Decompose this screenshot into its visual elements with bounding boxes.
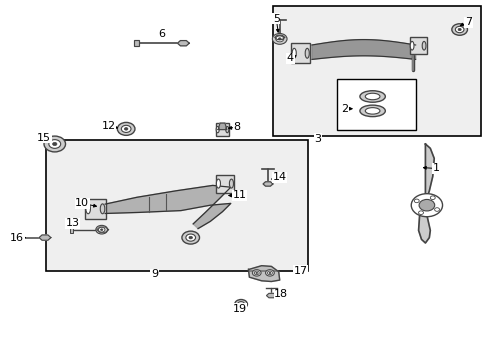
Text: 13: 13	[65, 218, 79, 228]
Ellipse shape	[100, 204, 104, 214]
Bar	[134, 40, 139, 46]
Text: 12: 12	[102, 121, 115, 131]
Text: 8: 8	[233, 122, 240, 132]
Polygon shape	[218, 123, 226, 130]
Text: 17: 17	[293, 266, 307, 276]
Text: 5: 5	[272, 14, 279, 24]
Text: 4: 4	[286, 53, 293, 63]
Ellipse shape	[365, 108, 379, 114]
Circle shape	[429, 196, 434, 199]
Bar	[272, 6, 480, 136]
Polygon shape	[263, 182, 272, 186]
Bar	[215, 175, 234, 193]
Bar	[70, 226, 73, 233]
Text: 11: 11	[232, 190, 246, 201]
Circle shape	[410, 194, 442, 217]
Text: 6: 6	[158, 29, 164, 39]
Polygon shape	[418, 144, 433, 243]
Circle shape	[53, 143, 57, 145]
Circle shape	[275, 36, 283, 42]
Circle shape	[252, 270, 261, 276]
Circle shape	[101, 229, 102, 230]
Text: 7: 7	[464, 17, 471, 27]
Circle shape	[255, 272, 257, 274]
Circle shape	[278, 38, 281, 40]
Text: 9: 9	[151, 269, 158, 279]
Circle shape	[234, 300, 247, 309]
Bar	[215, 123, 229, 136]
Ellipse shape	[86, 204, 90, 214]
Circle shape	[124, 127, 128, 130]
Text: 14: 14	[272, 172, 286, 182]
Polygon shape	[39, 235, 51, 240]
Text: 1: 1	[432, 163, 439, 174]
Circle shape	[44, 136, 65, 152]
Ellipse shape	[359, 91, 385, 102]
Circle shape	[265, 270, 274, 276]
Ellipse shape	[365, 93, 379, 100]
Polygon shape	[248, 266, 279, 282]
Circle shape	[239, 303, 242, 305]
Ellipse shape	[229, 179, 233, 188]
Polygon shape	[105, 185, 230, 229]
Circle shape	[418, 211, 423, 215]
Circle shape	[117, 122, 135, 135]
Ellipse shape	[305, 48, 308, 58]
Circle shape	[121, 125, 131, 132]
Bar	[337, 79, 415, 130]
Text: 18: 18	[274, 289, 287, 300]
Circle shape	[454, 26, 463, 33]
Circle shape	[254, 271, 259, 275]
Circle shape	[182, 231, 199, 244]
Circle shape	[96, 225, 107, 234]
Ellipse shape	[216, 126, 219, 133]
Circle shape	[237, 302, 244, 307]
Text: 10: 10	[75, 198, 89, 208]
Circle shape	[413, 199, 418, 203]
Bar	[409, 37, 426, 54]
Text: 15: 15	[37, 132, 51, 143]
Circle shape	[267, 271, 272, 275]
Bar	[291, 43, 309, 63]
Circle shape	[49, 140, 61, 148]
Bar	[12, 234, 16, 241]
Circle shape	[185, 234, 195, 241]
Polygon shape	[266, 293, 276, 298]
Circle shape	[418, 199, 434, 211]
Ellipse shape	[421, 41, 425, 50]
Circle shape	[268, 272, 270, 274]
Circle shape	[272, 33, 286, 44]
Circle shape	[457, 28, 460, 31]
Text: 19: 19	[232, 304, 246, 314]
Ellipse shape	[225, 126, 228, 133]
Ellipse shape	[409, 41, 413, 50]
Ellipse shape	[359, 105, 385, 117]
Bar	[85, 199, 105, 219]
Text: 2: 2	[341, 104, 347, 114]
Polygon shape	[311, 40, 415, 59]
Polygon shape	[97, 227, 108, 232]
Ellipse shape	[292, 48, 296, 58]
Circle shape	[434, 208, 439, 211]
Circle shape	[98, 227, 105, 232]
Bar	[46, 140, 307, 271]
Text: 16: 16	[10, 233, 24, 243]
Circle shape	[188, 236, 192, 239]
Polygon shape	[274, 35, 284, 40]
Text: 3: 3	[314, 134, 321, 144]
Circle shape	[451, 24, 467, 35]
Polygon shape	[177, 41, 189, 46]
Ellipse shape	[216, 179, 220, 188]
